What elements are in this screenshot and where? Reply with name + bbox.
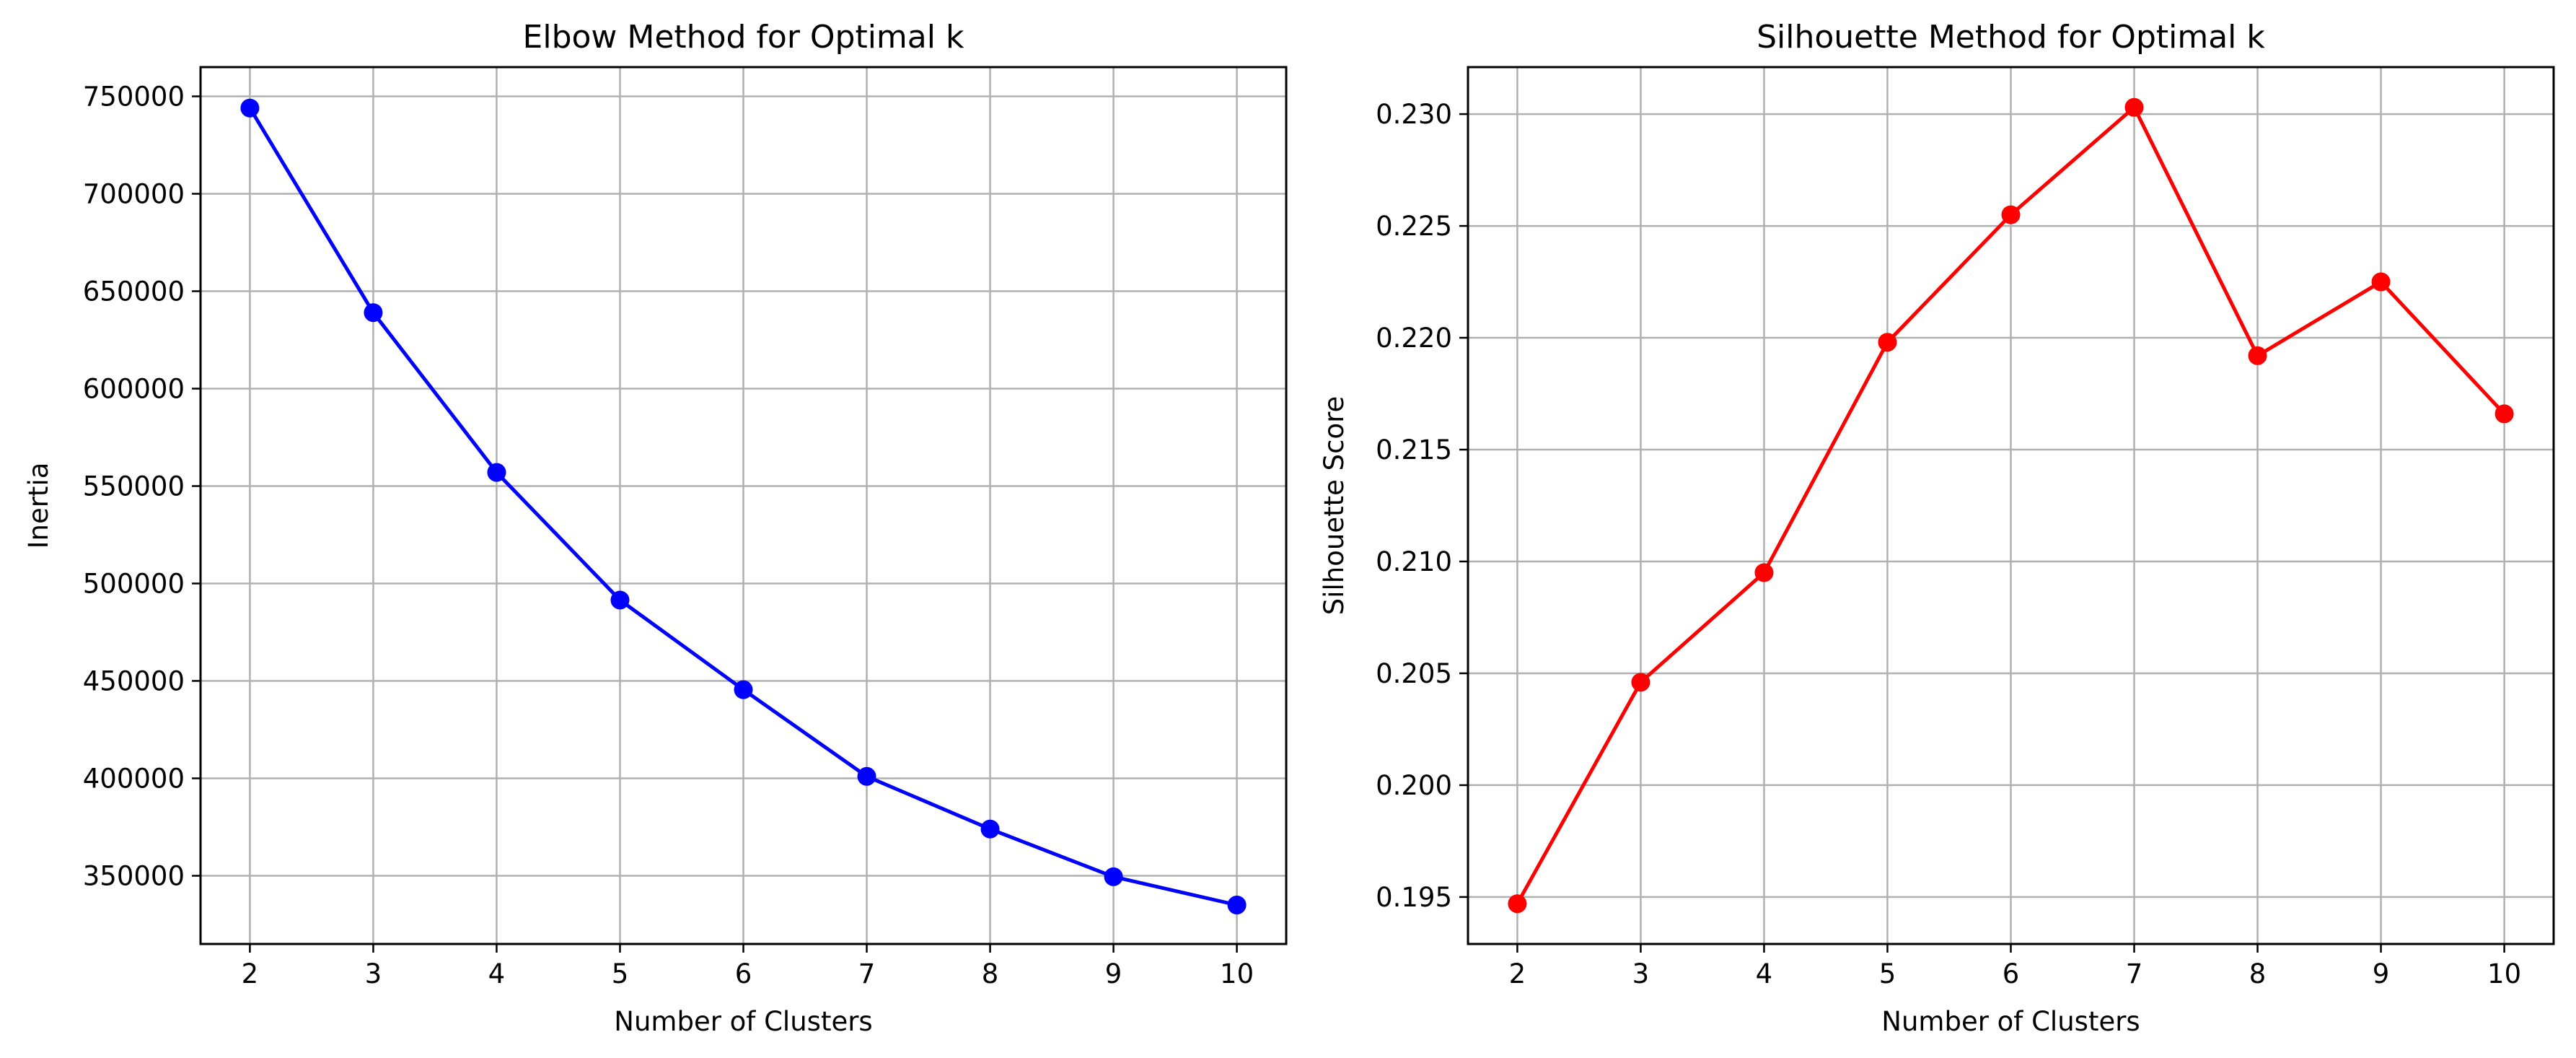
silhouette-y-tick-label: 0.210 — [1376, 546, 1452, 577]
silhouette-y-tick-label: 0.220 — [1376, 323, 1452, 354]
elbow-point-8 — [980, 819, 1000, 839]
silhouette-point-5 — [1878, 333, 1897, 352]
elbow-point-9 — [1104, 867, 1123, 886]
silhouette-x-tick-label: 5 — [1879, 958, 1896, 989]
elbow-y-tick-label: 650000 — [83, 276, 185, 307]
elbow-y-tick-label: 500000 — [83, 569, 185, 600]
elbow-y-tick-label: 600000 — [83, 374, 185, 405]
elbow-plot-frame — [199, 66, 1288, 945]
silhouette-x-tick-label: 9 — [2373, 958, 2390, 989]
elbow-y-axis-label: Inertia — [23, 463, 54, 549]
silhouette-x-tick-label: 8 — [2249, 958, 2267, 989]
elbow-point-10 — [1227, 896, 1247, 914]
silhouette-plot-frame — [1467, 66, 2555, 945]
silhouette-y-tick-label: 0.230 — [1376, 99, 1452, 130]
elbow-x-tick-label: 3 — [365, 958, 382, 989]
silhouette-point-4 — [1754, 563, 1774, 582]
silhouette-y-axis-label: Silhouette Score — [1319, 396, 1350, 616]
elbow-y-tick-label: 450000 — [83, 666, 185, 697]
silhouette-x-tick-label: 2 — [1509, 958, 1526, 989]
silhouette-point-9 — [2371, 272, 2391, 292]
elbow-x-tick-label: 8 — [982, 958, 999, 989]
silhouette-x-tick-label: 4 — [1756, 958, 1773, 989]
elbow-point-7 — [857, 766, 876, 786]
silhouette-y-tick-label: 0.195 — [1376, 882, 1452, 913]
elbow-y-tick-label: 750000 — [83, 82, 185, 113]
silhouette-point-7 — [2124, 97, 2144, 117]
silhouette-x-tick-label: 10 — [2487, 958, 2521, 989]
elbow-y-tick-label: 400000 — [83, 764, 185, 795]
elbow-y-tick-label: 700000 — [83, 179, 185, 210]
silhouette-y-tick-label: 0.200 — [1376, 770, 1452, 801]
elbow-chart: 2 3 4 5 6 7 8 9 10 350000 400000 450000 500000 550000… — [23, 19, 1288, 1037]
silhouette-chart: 2 3 4 5 6 7 8 9 10 0.195 0.200 0.205 0.210 0.215 0.220… — [1319, 19, 2555, 1037]
elbow-x-tick-label: 10 — [1220, 958, 1254, 989]
elbow-point-2 — [240, 98, 260, 118]
elbow-point-3 — [364, 303, 383, 323]
silhouette-x-tick-label: 7 — [2126, 958, 2143, 989]
elbow-point-4 — [487, 463, 506, 482]
elbow-chart-title: Elbow Method for Optimal k — [523, 19, 964, 56]
elbow-x-tick-label: 2 — [242, 958, 259, 989]
elbow-y-tick-label: 350000 — [83, 861, 185, 892]
silhouette-y-tick-label: 0.225 — [1376, 211, 1452, 242]
silhouette-point-8 — [2248, 346, 2267, 365]
elbow-x-tick-label: 5 — [612, 958, 629, 989]
elbow-x-tick-label: 7 — [858, 958, 876, 989]
silhouette-x-tick-label: 3 — [1632, 958, 1650, 989]
silhouette-point-2 — [1508, 894, 1527, 914]
silhouette-y-tick-label: 0.215 — [1376, 434, 1452, 465]
silhouette-point-3 — [1631, 673, 1650, 692]
elbow-x-axis-label: Number of Clusters — [614, 1006, 872, 1037]
elbow-y-tick-label: 550000 — [83, 471, 185, 502]
elbow-x-tick-label: 4 — [488, 958, 506, 989]
silhouette-point-6 — [2001, 205, 2021, 224]
elbow-point-5 — [610, 590, 630, 610]
elbow-x-tick-label: 6 — [735, 958, 752, 989]
silhouette-x-axis-label: Number of Clusters — [1881, 1006, 2140, 1037]
elbow-point-6 — [734, 680, 753, 699]
elbow-x-tick-label: 9 — [1105, 958, 1122, 989]
silhouette-x-tick-label: 6 — [2003, 958, 2020, 989]
silhouette-y-tick-label: 0.205 — [1376, 658, 1452, 689]
silhouette-point-10 — [2494, 404, 2514, 424]
silhouette-chart-title: Silhouette Method for Optimal k — [1757, 19, 2265, 56]
